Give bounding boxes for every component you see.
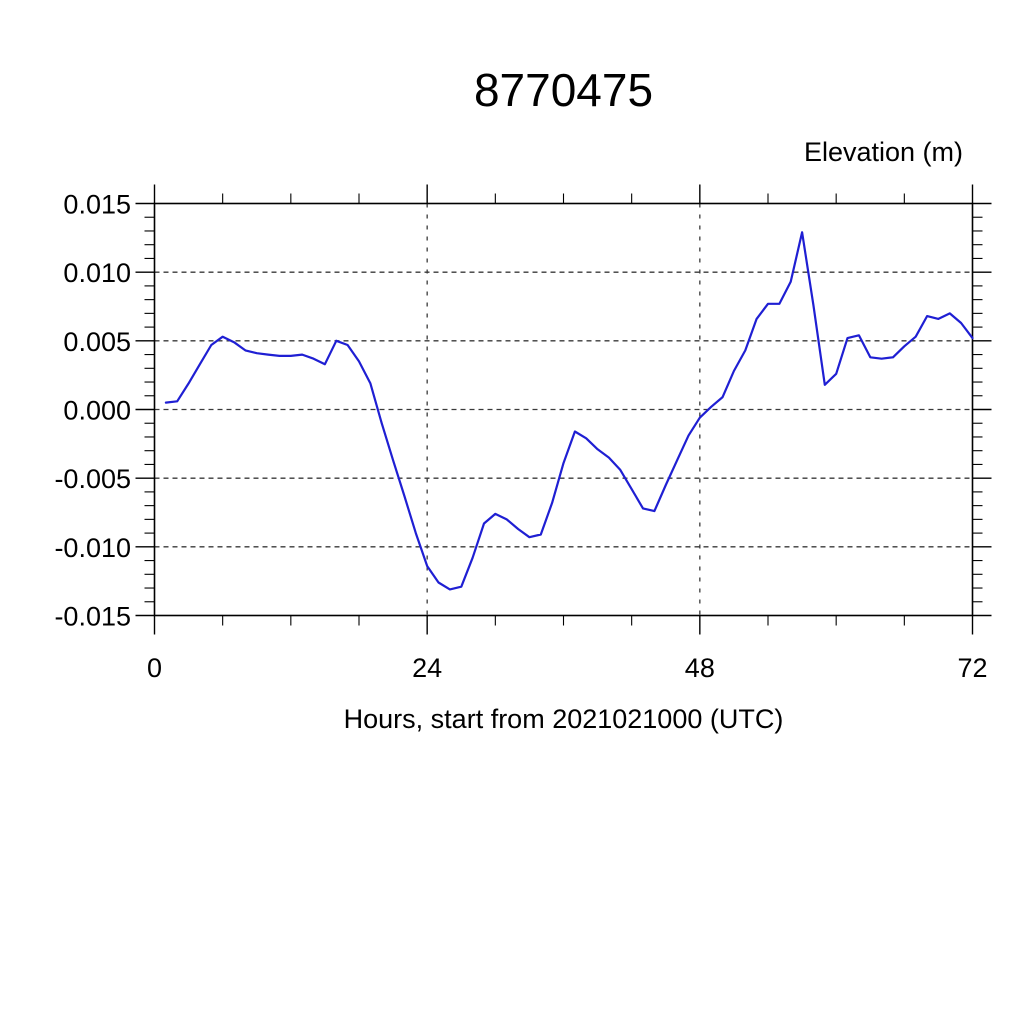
y-tick-label: 0.010: [63, 258, 131, 288]
y-tick-label: -0.005: [54, 464, 131, 494]
x-tick-label: 48: [685, 653, 715, 683]
elevation-series-line: [164, 231, 974, 591]
tick-label-layer: 0.015 0.010 0.005 0.000 -0.005 -0.010 -0.015 0 2…: [54, 190, 987, 684]
chart-title: 8770475: [474, 64, 653, 116]
tick-layer: [135, 184, 992, 635]
y-axis-title: Elevation (m): [804, 137, 963, 167]
y-tick-label: 0.005: [63, 327, 131, 357]
y-tick-label: 0.000: [63, 396, 131, 426]
x-axis-title: Hours, start from 2021021000 (UTC): [344, 704, 784, 734]
y-tick-label: -0.010: [54, 533, 131, 563]
x-tick-label: 0: [147, 653, 162, 683]
y-tick-label: 0.015: [63, 190, 131, 220]
y-tick-label: -0.015: [54, 602, 131, 632]
x-tick-label: 72: [957, 653, 987, 683]
x-tick-label: 24: [412, 653, 442, 683]
grid-layer: [154, 203, 973, 616]
